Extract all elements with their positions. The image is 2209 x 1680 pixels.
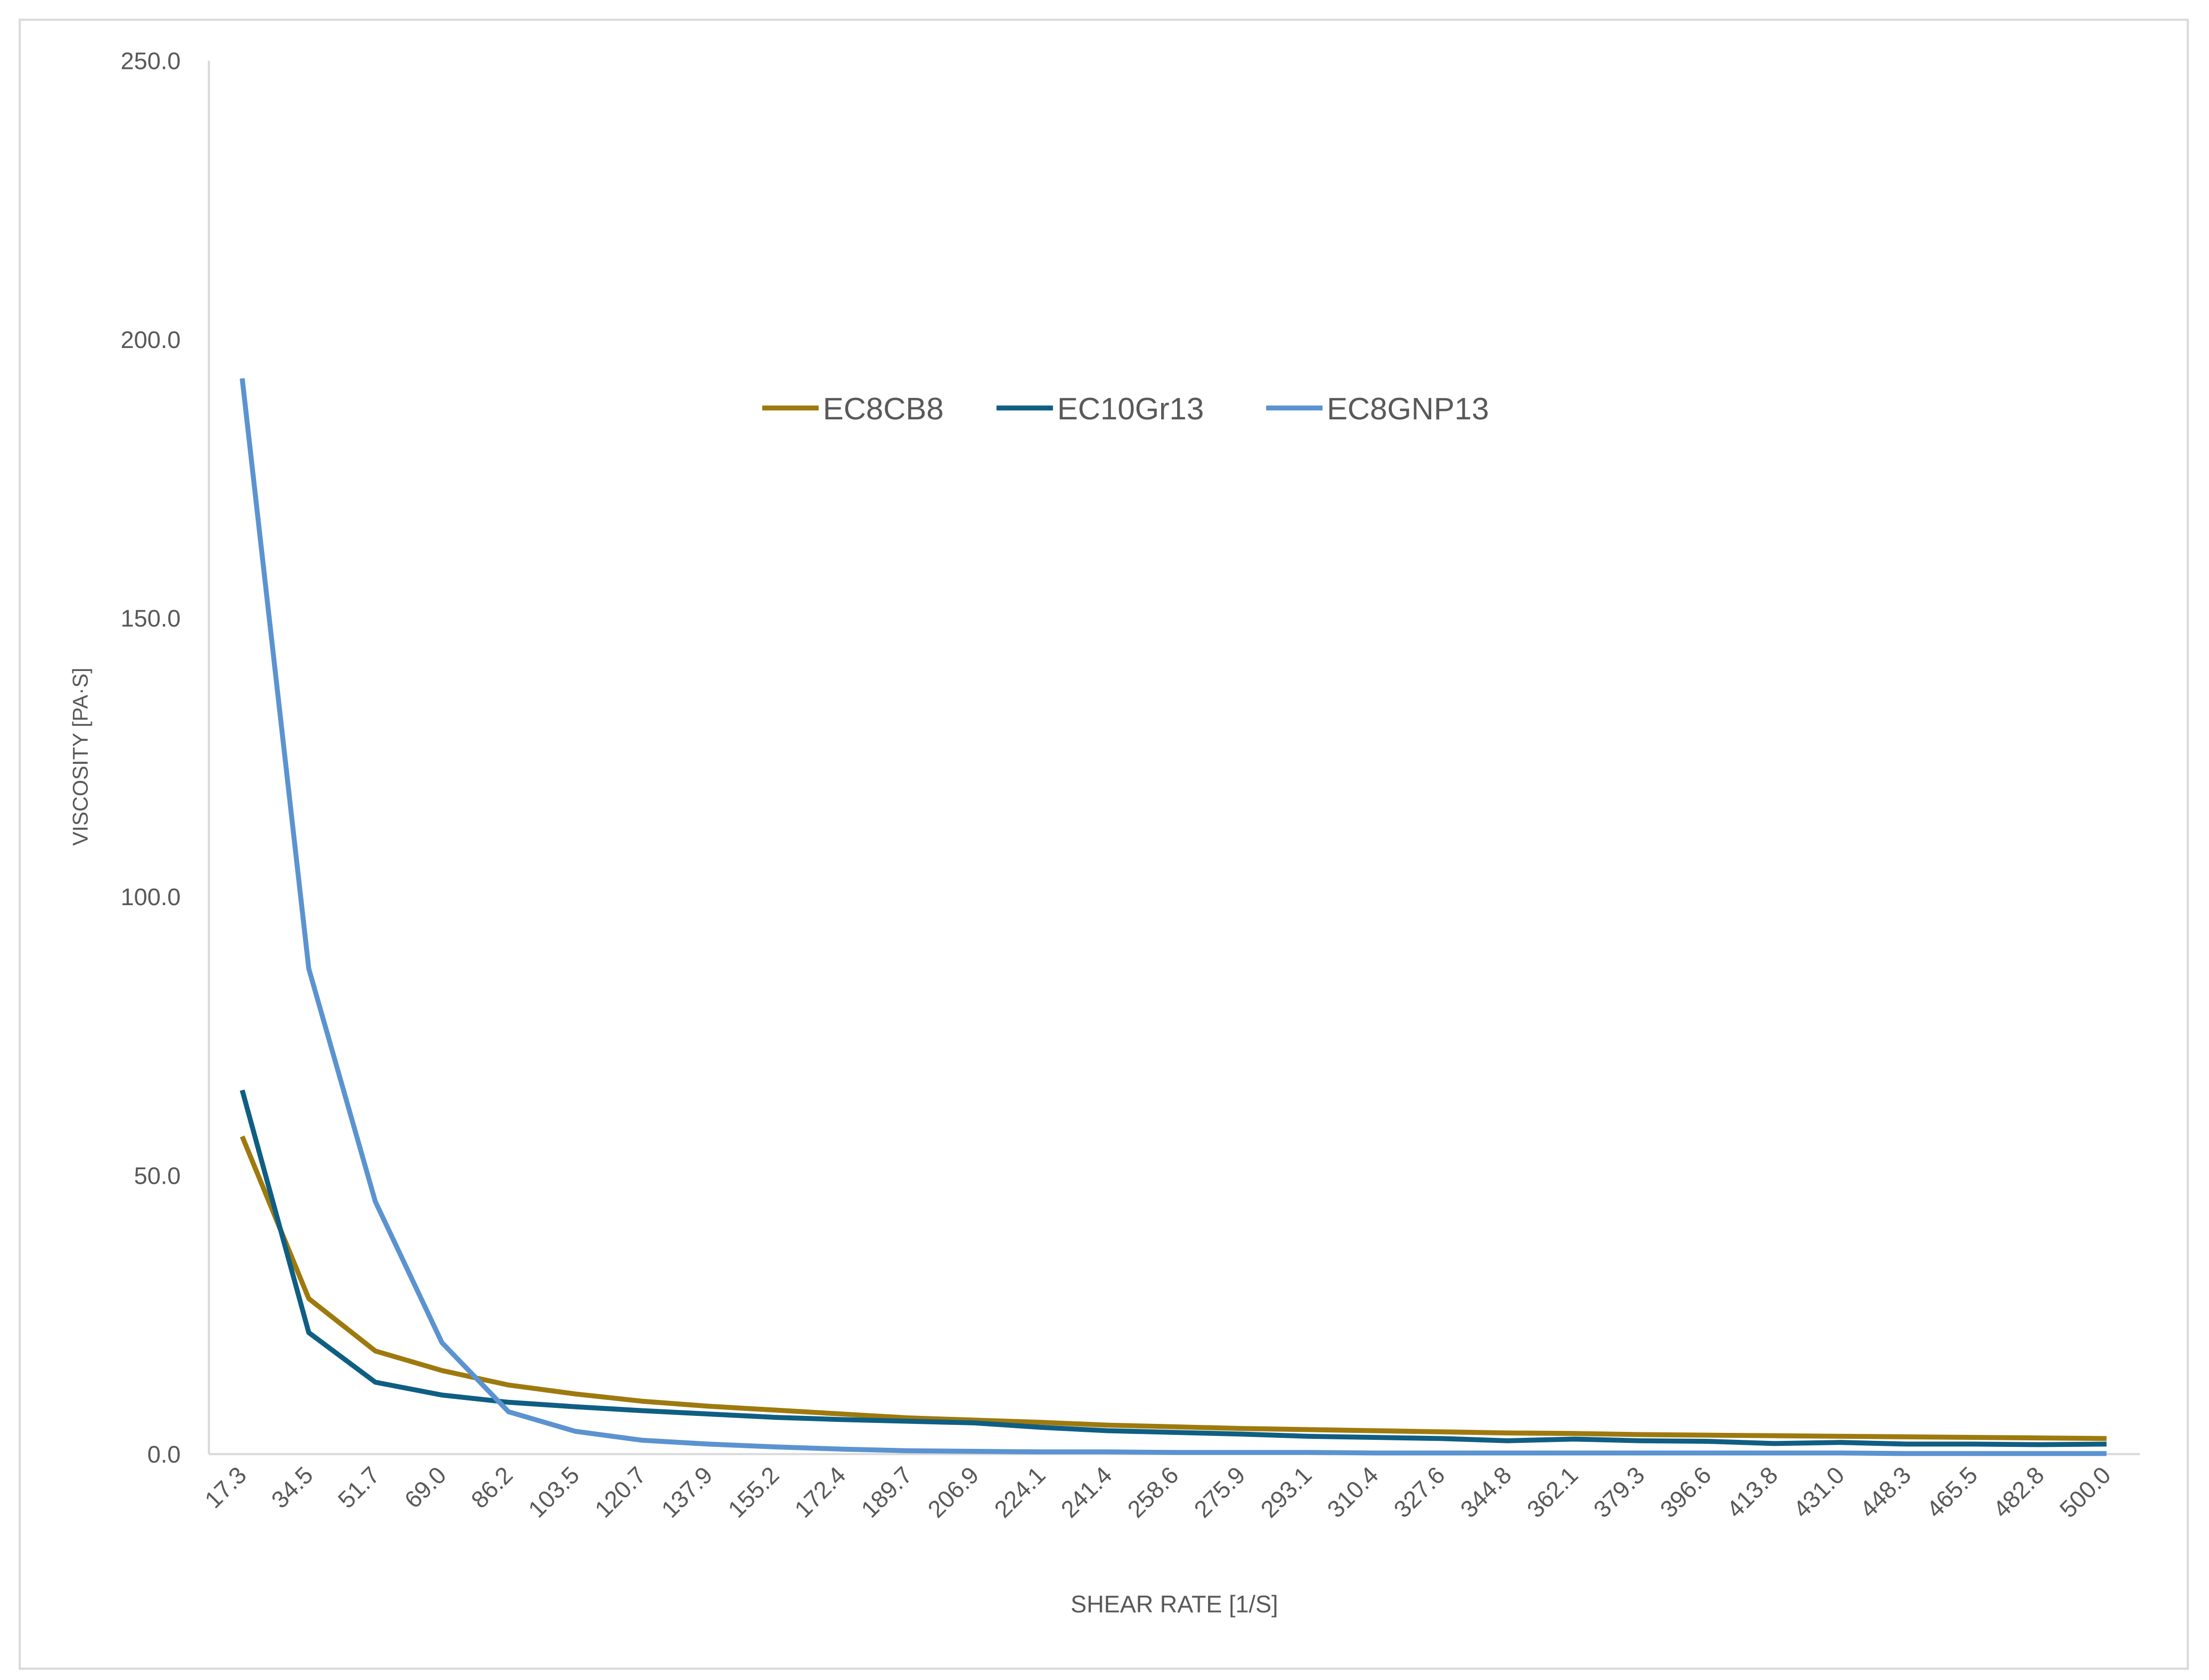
y-tick-label: 200.0 — [121, 327, 181, 353]
x-axis-title: SHEAR RATE [1/S] — [1071, 1591, 1278, 1618]
legend-label: EC8CB8 — [823, 392, 944, 426]
y-axis-title: VISCOSITY [PA·S] — [68, 668, 92, 846]
series-line — [240, 1089, 2107, 1447]
y-tick-label: 250.0 — [121, 48, 181, 75]
legend-label: EC10Gr13 — [1057, 392, 1204, 426]
series-line — [240, 378, 2107, 1456]
series-line — [240, 1135, 2107, 1441]
legend-label: EC8GNP13 — [1327, 392, 1489, 426]
y-tick-label: 50.0 — [134, 1162, 181, 1189]
y-tick-label: 100.0 — [121, 884, 181, 911]
chart-border — [18, 18, 2189, 1670]
y-tick-label: 0.0 — [147, 1441, 181, 1468]
y-tick-label: 150.0 — [121, 605, 181, 632]
